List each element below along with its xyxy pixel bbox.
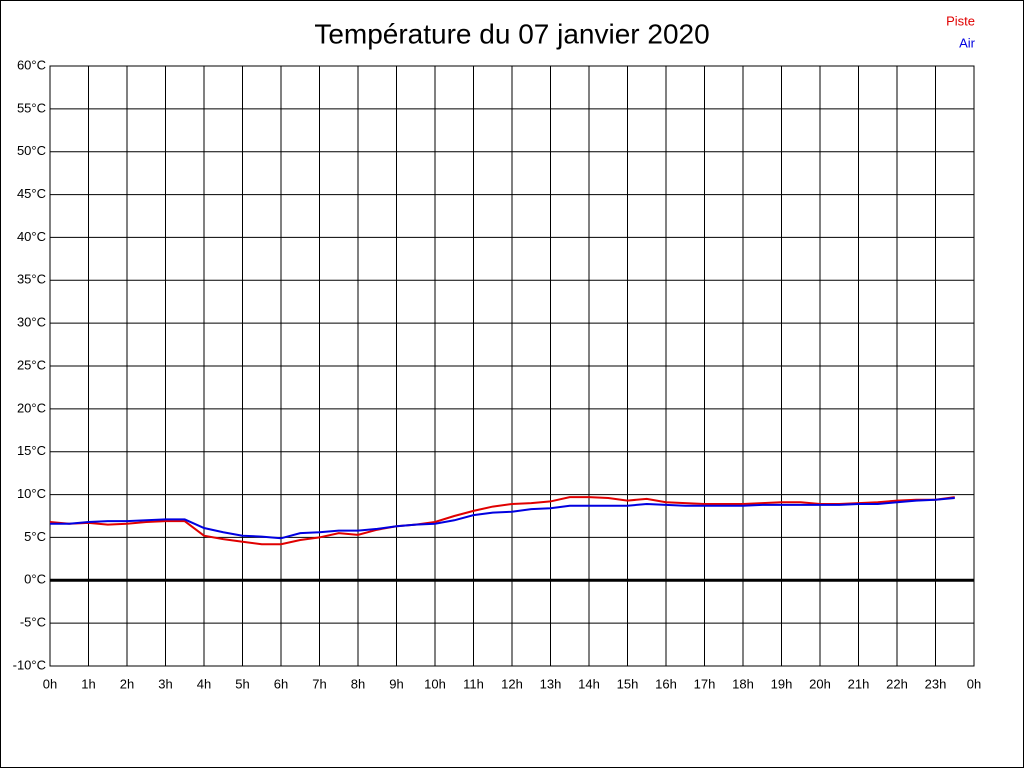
x-tick-label: 2h (120, 676, 134, 691)
y-tick-label: 55°C (17, 100, 46, 115)
x-tick-label: 5h (235, 676, 249, 691)
y-tick-label: 15°C (17, 443, 46, 458)
x-tick-label: 21h (848, 676, 870, 691)
x-tick-label: 23h (925, 676, 947, 691)
x-tick-label: 17h (694, 676, 716, 691)
x-tick-label: 16h (655, 676, 677, 691)
series-line (50, 497, 955, 540)
y-tick-label: 5°C (24, 529, 46, 544)
y-tick-label: 25°C (17, 357, 46, 372)
y-tick-label: 60°C (17, 57, 46, 72)
x-tick-label: 9h (389, 676, 403, 691)
plot-border (49, 65, 975, 667)
x-tick-label: 18h (732, 676, 754, 691)
x-tick-label: 14h (578, 676, 600, 691)
x-tick-label: 0h (967, 676, 981, 691)
x-tick-label: 7h (312, 676, 326, 691)
y-tick-label: 20°C (17, 400, 46, 415)
series-line (49, 496, 955, 546)
x-tick-label: 1h (81, 676, 95, 691)
x-tick-label: 4h (197, 676, 211, 691)
x-tick-label: 15h (617, 676, 639, 691)
y-tick-label: 45°C (17, 186, 46, 201)
x-tick-label: 19h (771, 676, 793, 691)
legend-entry: Piste (946, 13, 975, 28)
x-tick-label: 0h (43, 676, 57, 691)
x-tick-label: 11h (463, 676, 484, 691)
legend-entry: Air (959, 35, 976, 50)
x-tick-label: 20h (809, 676, 831, 691)
x-tick-label: 3h (158, 676, 172, 691)
chart-title: Température du 07 janvier 2020 (314, 18, 709, 49)
x-tick-label: 10h (424, 676, 446, 691)
y-tick-label: 40°C (17, 229, 46, 244)
x-tick-label: 22h (886, 676, 908, 691)
x-tick-label: 12h (501, 676, 523, 691)
y-tick-label: 50°C (17, 143, 46, 158)
y-tick-label: 0°C (24, 572, 46, 587)
x-tick-label: 6h (274, 676, 288, 691)
y-tick-label: -10°C (13, 657, 46, 672)
y-tick-label: 10°C (17, 486, 46, 501)
x-tick-label: 13h (540, 676, 562, 691)
x-tick-label: 8h (351, 676, 365, 691)
y-tick-label: 35°C (17, 272, 46, 287)
y-tick-label: 30°C (17, 315, 46, 330)
y-tick-label: -5°C (20, 615, 46, 630)
